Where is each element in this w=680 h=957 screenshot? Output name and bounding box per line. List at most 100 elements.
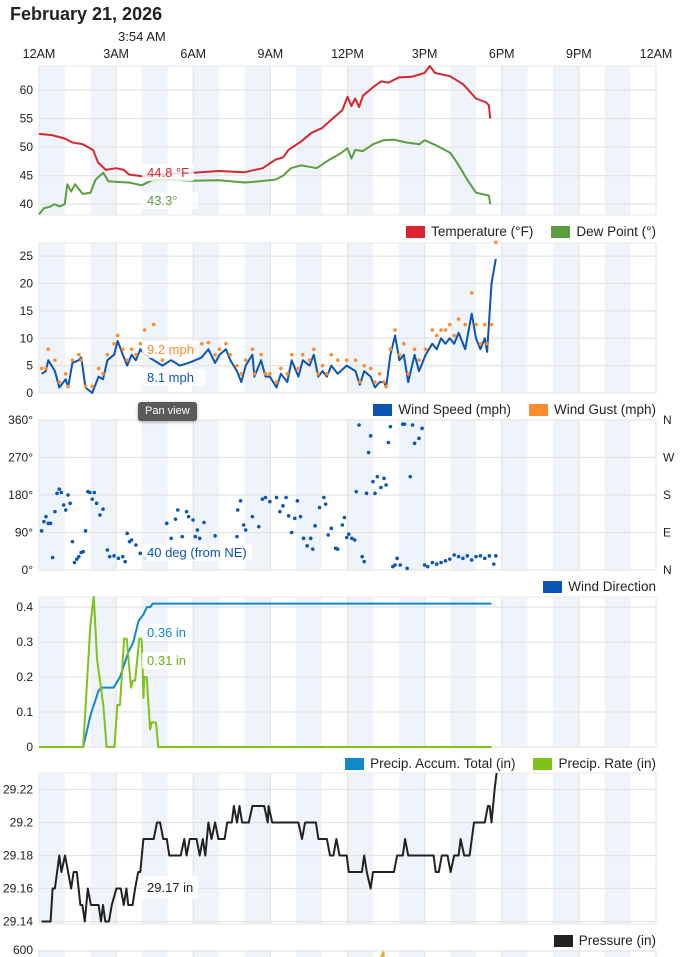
- wind-speed-chart-legend[interactable]: Wind Speed (mph) Wind Gust (mph): [373, 402, 656, 417]
- wind-direction-point: [371, 479, 375, 484]
- wind-direction-point: [123, 559, 127, 564]
- wind-direction-point: [292, 516, 297, 521]
- wind-direction-point: [48, 521, 53, 526]
- hour-band: [501, 597, 528, 747]
- legend-item[interactable]: Precip. Rate (in): [533, 756, 656, 771]
- hour-band: [604, 597, 631, 747]
- wind-gust-mph-point: [316, 372, 320, 376]
- hour-band: [604, 950, 631, 957]
- wind-gust-mph-point: [469, 291, 474, 295]
- legend-item[interactable]: Pressure (in): [553, 933, 656, 948]
- hour-band: [501, 950, 528, 957]
- wind-direction-point: [70, 539, 75, 544]
- wind-direction-point: [134, 543, 138, 547]
- wind-direction-point: [313, 524, 317, 528]
- plot-frame: [38, 419, 657, 571]
- wind-direction-point: [301, 536, 306, 541]
- wind-direction-point: [448, 557, 452, 561]
- wind-direction-point: [430, 560, 435, 565]
- legend-item[interactable]: Temperature (°F): [406, 224, 533, 239]
- wind-gust-mph-point: [329, 352, 334, 357]
- compass-label: N: [663, 413, 672, 427]
- compass-label: E: [663, 526, 671, 540]
- wind-direction-point: [357, 423, 361, 427]
- precipitation-chart-legend[interactable]: Precip. Accum. Total (in) Precip. Rate (i…: [345, 756, 656, 771]
- wind-direction-point: [107, 554, 112, 559]
- wind-direction-point: [482, 556, 487, 561]
- compass-label: N: [663, 563, 672, 577]
- hover-temperature-label: 44.8 °F: [142, 164, 195, 181]
- wind-direction-point: [238, 499, 243, 503]
- precipitation-chart[interactable]: 0 0.1 0.2 0.3 0.4: [16, 595, 657, 754]
- hour-band: [39, 950, 65, 957]
- legend-item[interactable]: Precip. Accum. Total (in): [345, 756, 515, 771]
- hour-band: [347, 66, 374, 215]
- wind-gust-mph-point: [243, 358, 248, 362]
- wind-gust-mph-point: [44, 366, 48, 371]
- wind-direction-point: [235, 534, 239, 539]
- legend-swatch: [406, 225, 426, 238]
- hour-band: [604, 243, 631, 393]
- wind-gust-mph-point: [307, 358, 312, 362]
- wind-direction-chart[interactable]: 0° N 90° E 180° S 270° W 360° N: [8, 413, 675, 577]
- legend-item[interactable]: Wind Gust (mph): [528, 402, 656, 417]
- wind-direction-point: [362, 559, 367, 564]
- pressure-chart-legend[interactable]: Pressure (in): [553, 933, 656, 948]
- hour-band: [141, 243, 168, 393]
- wind-direction-point: [66, 493, 70, 497]
- wind-gust-mph-point: [434, 333, 439, 338]
- wind-direction-point: [74, 557, 79, 561]
- pressure-chart[interactable]: 29.14 29.16 29.18 29.2 29.22: [3, 772, 657, 929]
- wind-direction-point: [344, 535, 349, 540]
- time-axis-label: 12AM: [23, 47, 56, 61]
- y-tick-label: 0: [26, 740, 33, 754]
- legend-label: Wind Speed (mph): [398, 402, 511, 417]
- y-tick-label: 60: [20, 83, 34, 97]
- wind-gust-mph-point: [377, 372, 382, 376]
- wind-direction-point: [164, 521, 169, 526]
- legend-item[interactable]: Dew Point (°): [551, 224, 656, 239]
- wind-direction-point: [138, 551, 143, 556]
- wind-direction-point: [393, 563, 397, 567]
- wind-direction-point: [379, 485, 383, 490]
- hour-band: [553, 950, 579, 957]
- wind-direction-point: [72, 560, 77, 565]
- wind-gust-mph-point: [46, 347, 51, 352]
- temperature-chart[interactable]: 40 45 50 55 60: [20, 65, 657, 216]
- wind-gust-mph-point: [285, 372, 290, 376]
- wind-gust-mph-point: [296, 366, 301, 371]
- wind-gust-mph-point: [300, 352, 305, 357]
- wind-direction-point: [176, 508, 180, 512]
- wind-gust-mph-point: [478, 341, 483, 346]
- wind-direction-point: [278, 509, 282, 514]
- wind-direction-chart-legend[interactable]: Wind Direction: [543, 579, 656, 594]
- time-axis-label: 9PM: [566, 47, 592, 61]
- hour-band: [553, 773, 579, 924]
- wind-direction-point: [326, 533, 331, 537]
- wind-direction-point: [487, 554, 492, 558]
- y-tick-label: 29.22: [3, 783, 33, 797]
- wind-direction-point: [434, 562, 439, 566]
- legend-item[interactable]: Wind Speed (mph): [373, 402, 511, 417]
- precip-rate-in-line: [39, 595, 492, 748]
- wind-direction-point: [268, 499, 272, 504]
- wind-direction-point: [193, 534, 198, 539]
- temperature-chart-legend[interactable]: Temperature (°F) Dew Point (°): [406, 224, 656, 239]
- wind-gust-mph-point: [358, 380, 362, 384]
- wind-gust-mph-point: [39, 366, 44, 371]
- wind-direction-point: [342, 515, 347, 520]
- wind-direction-point: [61, 503, 66, 507]
- wind-speed-chart[interactable]: 0 5 10 15 20 25: [20, 240, 657, 400]
- hour-band: [90, 243, 117, 393]
- wind-direction-point: [375, 474, 380, 479]
- next-chart[interactable]: 600: [13, 943, 657, 957]
- legend-item[interactable]: Wind Direction: [543, 579, 656, 594]
- wind-gust-mph-point: [250, 347, 255, 352]
- hour-band: [141, 597, 168, 747]
- y-tick-label: 10: [20, 331, 34, 345]
- wind-direction-point: [286, 514, 291, 518]
- y-tick-label: 15: [20, 304, 34, 318]
- wind-direction-point: [260, 497, 265, 501]
- wind-gust-mph-point: [439, 328, 443, 332]
